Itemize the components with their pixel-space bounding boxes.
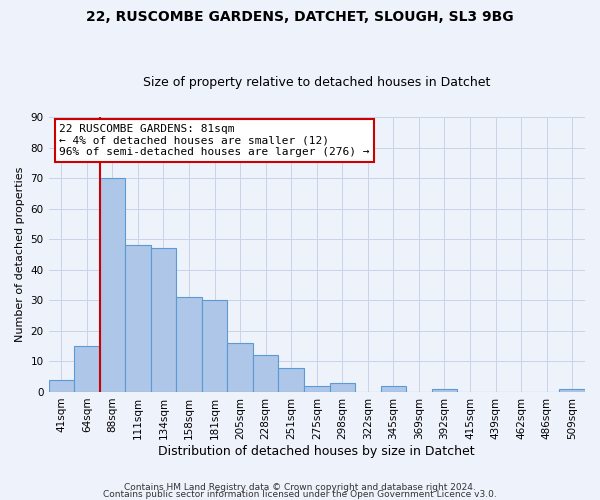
Bar	[125, 246, 151, 392]
Bar	[74, 346, 100, 392]
X-axis label: Distribution of detached houses by size in Datchet: Distribution of detached houses by size …	[158, 444, 475, 458]
Bar	[304, 386, 329, 392]
Text: Contains HM Land Registry data © Crown copyright and database right 2024.: Contains HM Land Registry data © Crown c…	[124, 484, 476, 492]
Bar	[176, 298, 202, 392]
Text: 22 RUSCOMBE GARDENS: 81sqm
← 4% of detached houses are smaller (12)
96% of semi-: 22 RUSCOMBE GARDENS: 81sqm ← 4% of detac…	[59, 124, 370, 157]
Bar	[380, 386, 406, 392]
Bar	[151, 248, 176, 392]
Bar	[202, 300, 227, 392]
Bar	[227, 343, 253, 392]
Title: Size of property relative to detached houses in Datchet: Size of property relative to detached ho…	[143, 76, 490, 90]
Bar	[49, 380, 74, 392]
Bar	[100, 178, 125, 392]
Bar	[329, 383, 355, 392]
Bar	[278, 368, 304, 392]
Bar	[559, 389, 585, 392]
Text: Contains public sector information licensed under the Open Government Licence v3: Contains public sector information licen…	[103, 490, 497, 499]
Bar	[432, 389, 457, 392]
Text: 22, RUSCOMBE GARDENS, DATCHET, SLOUGH, SL3 9BG: 22, RUSCOMBE GARDENS, DATCHET, SLOUGH, S…	[86, 10, 514, 24]
Bar	[253, 356, 278, 392]
Y-axis label: Number of detached properties: Number of detached properties	[15, 167, 25, 342]
